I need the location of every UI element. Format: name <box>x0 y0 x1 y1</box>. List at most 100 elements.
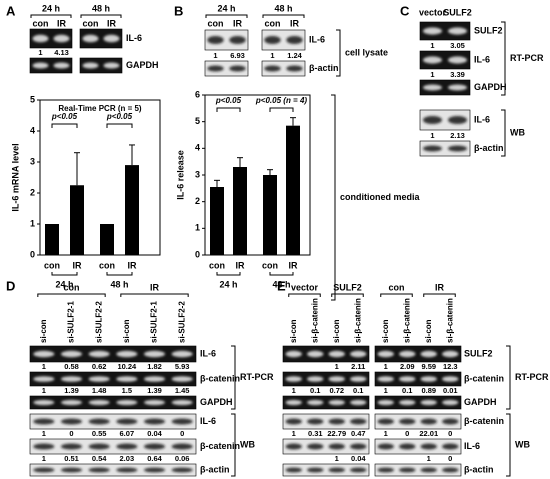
blot <box>29 28 73 49</box>
group-label: 48 h <box>274 3 292 13</box>
band <box>328 399 345 406</box>
band <box>399 350 416 358</box>
quant-value: 0.47 <box>351 429 366 438</box>
band <box>328 376 345 382</box>
quant-value: 1.5 <box>122 386 132 395</box>
blot <box>374 438 462 455</box>
blot-label: β-catenin <box>200 373 240 383</box>
section-label: RT-PCR <box>240 372 274 382</box>
section-bracket <box>506 413 511 477</box>
group-label: con <box>63 282 79 292</box>
lane-label: si-con <box>381 319 390 343</box>
blot <box>374 463 462 477</box>
quant-value: 6.07 <box>120 429 135 438</box>
band <box>377 399 394 406</box>
band <box>143 399 166 406</box>
group-bracket <box>120 293 189 297</box>
lane-label: con <box>32 18 48 28</box>
y-tick-label: 2 <box>195 196 200 206</box>
blot <box>29 395 197 410</box>
group-label: 48 h <box>92 3 110 13</box>
band <box>286 65 303 72</box>
group-label: 24 h <box>217 3 235 13</box>
band <box>448 145 467 152</box>
quant-value: 0.06 <box>175 454 190 463</box>
band <box>423 56 442 64</box>
band <box>53 62 70 69</box>
lane-label: si-SULF2-1 <box>150 301 159 343</box>
band <box>350 467 367 473</box>
band <box>116 399 138 406</box>
bar <box>286 125 300 256</box>
quant-value: 0.55 <box>92 429 107 438</box>
band <box>171 350 193 358</box>
band <box>350 418 367 425</box>
group-bracket <box>331 293 364 297</box>
x-tick-label: con <box>209 260 225 270</box>
blot <box>29 345 197 363</box>
lane-label: si-SULF2-2 <box>94 301 103 343</box>
band <box>143 376 166 382</box>
y-axis-label: IL-6 release <box>175 150 185 200</box>
panel-letter: D <box>6 278 15 293</box>
blot-label: GAPDH <box>126 60 159 70</box>
band <box>307 350 324 358</box>
blot <box>282 395 370 410</box>
band <box>285 418 302 425</box>
lane-label: si-con <box>122 319 131 343</box>
band <box>60 443 83 450</box>
blot <box>374 345 462 363</box>
lane-label: con <box>264 18 280 28</box>
blot-label: β-actin <box>309 63 339 73</box>
bar <box>45 224 59 255</box>
blot <box>419 79 471 96</box>
quant-value: 1 <box>427 454 431 463</box>
band <box>307 418 324 425</box>
band <box>442 376 459 382</box>
significance-label: p<0.05 (n = 4) <box>255 96 307 105</box>
lane-label: IR <box>233 18 243 28</box>
group-label: 48 h <box>272 279 290 289</box>
band <box>229 36 246 44</box>
band <box>350 443 367 450</box>
group-label: 24 h <box>219 279 237 289</box>
blot-label: IL-6 <box>200 348 216 358</box>
quant-value: 1 <box>292 429 296 438</box>
band <box>328 467 345 473</box>
quant-value: 0.1 <box>353 386 363 395</box>
band <box>377 418 394 425</box>
quant-value: 0.58 <box>64 362 79 371</box>
quant-value: 1 <box>42 362 46 371</box>
band <box>116 418 138 425</box>
quant-value: 0.04 <box>351 454 366 463</box>
blot-label: SULF2 <box>464 348 493 358</box>
band <box>116 376 138 382</box>
band <box>448 84 467 91</box>
blot-label: β-catenin <box>464 373 504 383</box>
band <box>32 34 49 43</box>
bar <box>210 187 224 255</box>
band <box>423 27 442 35</box>
group-bracket <box>423 293 456 297</box>
band <box>420 443 437 450</box>
quant-value: 0.54 <box>92 454 107 463</box>
quant-value: 0.31 <box>308 429 323 438</box>
quant-value: 2.03 <box>120 454 135 463</box>
band <box>307 467 324 473</box>
group-bracket <box>262 14 305 18</box>
group-label: IR <box>150 282 160 292</box>
band <box>33 350 55 358</box>
y-tick-label: 2 <box>30 187 35 197</box>
quant-value: 9.59 <box>421 362 436 371</box>
band <box>420 376 437 382</box>
blot <box>419 140 471 157</box>
band <box>350 376 367 382</box>
blot <box>374 371 462 387</box>
group-label: 48 h <box>110 279 128 289</box>
band <box>143 418 166 425</box>
blot-label: IL-6 <box>309 34 325 44</box>
band <box>103 62 120 69</box>
significance-bracket <box>269 107 294 112</box>
blot-label: IL-6 <box>200 416 216 426</box>
blot <box>79 57 123 74</box>
